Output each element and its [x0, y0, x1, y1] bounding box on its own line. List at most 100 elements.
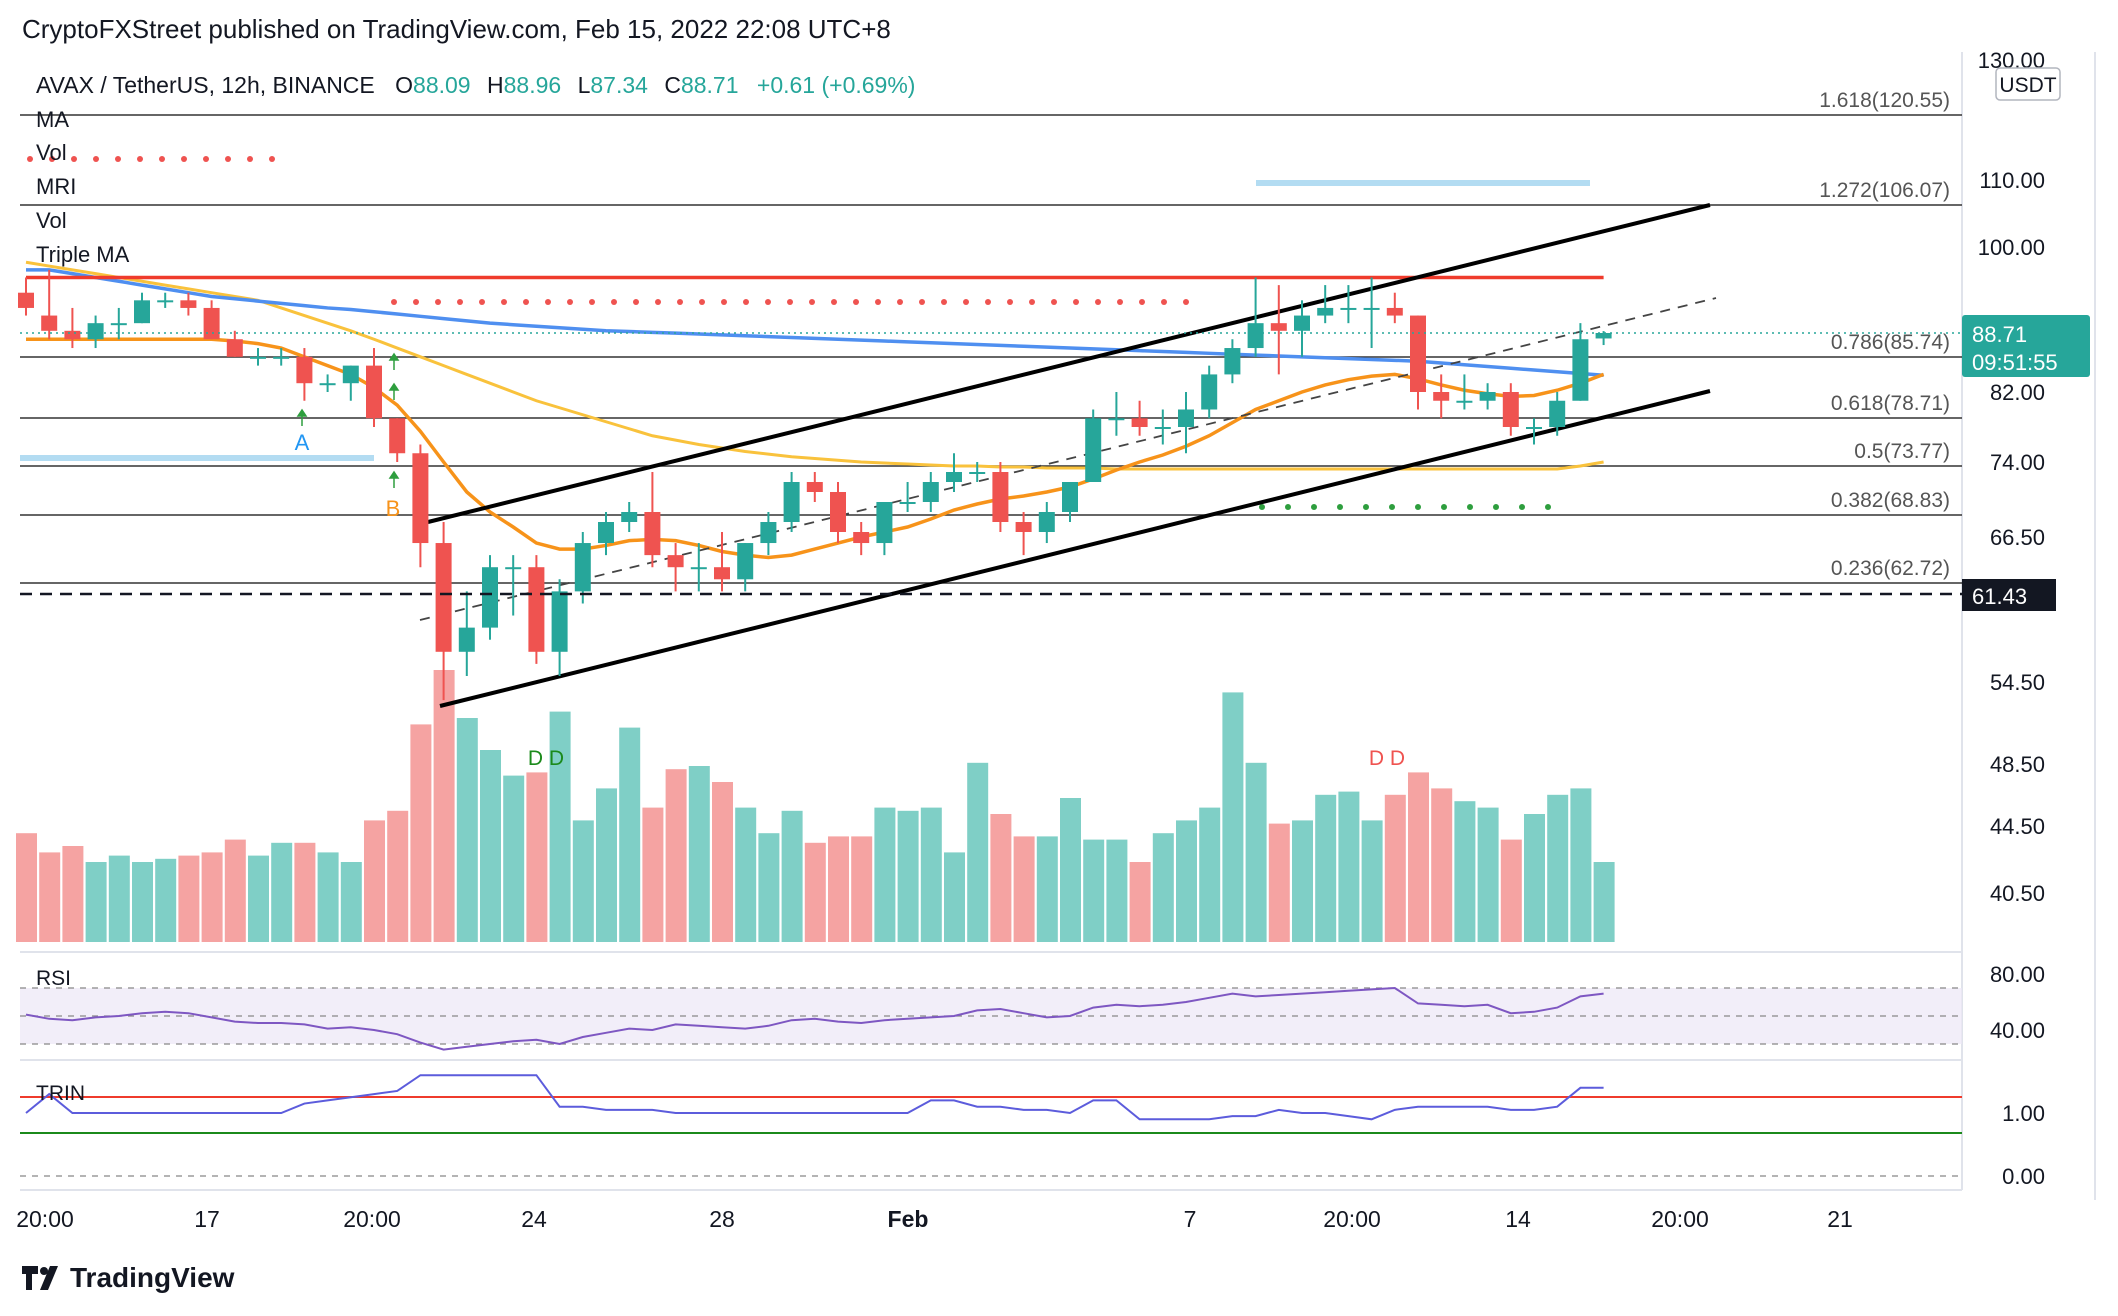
volume-bar: [549, 711, 571, 942]
signal-dot: [1545, 504, 1551, 510]
indicator-label-triple-ma[interactable]: Triple MA: [36, 242, 130, 267]
candle-body: [273, 356, 290, 359]
volume-bar: [271, 842, 293, 942]
low-label: L: [578, 72, 591, 98]
volume-bar: [1454, 801, 1476, 942]
indicator-label-mri[interactable]: MRI: [36, 174, 76, 199]
candle-body: [574, 543, 591, 592]
rsi-band: [20, 988, 1962, 1044]
candle-body: [296, 356, 313, 384]
ma-yellow-line: [25, 260, 1604, 471]
fib-level-label: 0.382(68.83): [1831, 489, 1950, 512]
candle-body: [435, 543, 452, 652]
time-axis-label: 20:00: [343, 1206, 401, 1232]
zone-marker: [20, 455, 374, 461]
ma-blue-line: [26, 268, 1604, 378]
candle-body: [551, 591, 568, 652]
signal-dot: [1285, 504, 1291, 510]
signal-arrow: [388, 470, 400, 488]
volume-bar: [526, 772, 548, 942]
candle-body: [1178, 409, 1194, 427]
trin-label[interactable]: TRIN: [36, 1082, 85, 1105]
volume-bar: [1245, 762, 1267, 942]
volume-bar: [433, 670, 455, 942]
indicator-label-vol-2[interactable]: Vol: [36, 208, 67, 233]
volume-bar: [224, 839, 246, 942]
rsi-pane: [20, 986, 1962, 1051]
volume-bar: [851, 836, 873, 942]
divergence-label-green: D D: [528, 747, 564, 770]
volume-bar: [874, 807, 896, 942]
signal-dot: [677, 299, 683, 305]
trin-axis-label: 1.00: [2002, 1101, 2045, 1126]
volume-bar: [85, 862, 107, 942]
signal-dot: [963, 299, 969, 305]
signal-dot: [1161, 299, 1167, 305]
signal-arrow: [388, 382, 400, 400]
candle-body: [157, 300, 174, 303]
signal-dot: [1029, 299, 1035, 305]
time-axis-label: 24: [521, 1206, 547, 1232]
indicator-label-ma[interactable]: MA: [36, 107, 69, 132]
price-axis-label: 74.00: [1990, 450, 2045, 475]
signal-dot: [765, 299, 771, 305]
candle-body: [458, 627, 475, 652]
candle-body: [250, 356, 266, 359]
candle-body: [1363, 307, 1380, 310]
volume-bar: [665, 769, 687, 942]
tradingview-brand[interactable]: TradingView: [22, 1262, 234, 1294]
time-axis-label: Feb: [888, 1206, 929, 1232]
signal-dot: [1007, 299, 1013, 305]
signal-dot: [1117, 299, 1123, 305]
signal-dot: [1389, 504, 1395, 510]
currency-badge[interactable]: [1995, 67, 2061, 101]
candle-body: [1549, 400, 1566, 427]
candle-body: [1062, 482, 1078, 512]
candle-body: [18, 292, 34, 308]
signal-dot: [567, 299, 573, 305]
volume-bar: [758, 833, 780, 942]
channel-mid-line: [419, 297, 1717, 621]
signal-dot: [831, 299, 837, 305]
candle-body: [1247, 323, 1264, 349]
signal-dot: [391, 299, 397, 305]
signal-dot: [1311, 504, 1317, 510]
signal-dot: [1493, 504, 1499, 510]
rsi-label[interactable]: RSI: [36, 967, 71, 990]
signal-dot: [49, 156, 55, 162]
trin-line: [25, 1074, 1604, 1121]
signal-dot: [1363, 504, 1369, 510]
candle-body: [342, 365, 359, 384]
signal-dot: [93, 156, 99, 162]
volume-bar: [1176, 820, 1197, 942]
candle-body: [1294, 315, 1310, 331]
tradingview-logo-icon: [22, 1266, 58, 1290]
volume-bar: [16, 833, 37, 942]
ascending-channel: [419, 203, 1717, 708]
volume-bar: [688, 766, 710, 942]
volume-bar: [920, 807, 942, 942]
candle-body: [64, 330, 81, 340]
volume-bar: [1570, 788, 1592, 942]
candle-body: [482, 567, 498, 628]
fib-level-label: 1.618(120.55): [1819, 89, 1950, 112]
signal-dot: [203, 156, 209, 162]
volume-bar: [340, 862, 362, 942]
signal-dot: [181, 156, 187, 162]
signal-dot: [1519, 504, 1525, 510]
candle-body: [760, 522, 777, 544]
volume-bar: [456, 718, 478, 942]
signal-dot: [1259, 504, 1265, 510]
ma-orange-line: [26, 337, 1605, 560]
time-axis-label: 21: [1827, 1206, 1853, 1232]
candle-body: [621, 512, 638, 522]
candle-body: [853, 532, 870, 544]
price-axis: 130.00110.00100.0082.0074.0066.5054.5048…: [1978, 48, 2045, 1189]
volume-bar: [1292, 820, 1313, 942]
fib-level-label: 1.272(106.07): [1819, 179, 1950, 202]
volume-bar: [828, 836, 849, 942]
indicator-label-vol[interactable]: Vol: [36, 140, 67, 165]
rsi-axis-label: 40.00: [1990, 1018, 2045, 1043]
volume-bar: [619, 727, 641, 942]
